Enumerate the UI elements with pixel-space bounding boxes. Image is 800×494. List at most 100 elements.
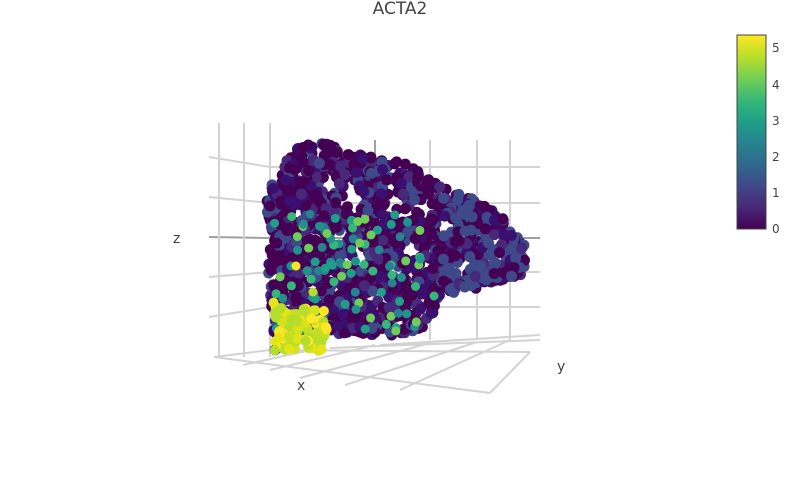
data-point xyxy=(366,322,378,334)
data-point xyxy=(318,210,330,222)
data-point xyxy=(368,266,378,276)
data-point xyxy=(403,217,413,227)
data-point xyxy=(332,320,344,332)
grid-line-floor xyxy=(329,339,541,349)
data-point xyxy=(409,233,421,245)
data-point xyxy=(270,312,281,323)
data-point xyxy=(269,345,280,356)
grid-line-floor xyxy=(213,349,271,358)
data-point xyxy=(312,327,323,338)
data-point xyxy=(330,197,342,209)
data-point xyxy=(380,252,392,264)
data-point xyxy=(292,267,304,279)
data-point xyxy=(362,205,374,216)
data-point xyxy=(497,213,509,225)
data-point xyxy=(375,188,387,200)
grid-line-floor xyxy=(489,351,531,394)
data-point xyxy=(375,271,387,283)
data-point xyxy=(302,266,312,276)
data-point xyxy=(426,198,438,210)
data-point xyxy=(351,166,362,178)
data-point xyxy=(415,254,425,264)
data-point xyxy=(267,182,279,194)
data-point xyxy=(271,237,283,249)
data-point xyxy=(466,280,477,292)
data-point xyxy=(464,251,476,263)
data-point xyxy=(275,198,287,210)
data-point xyxy=(270,218,280,228)
data-point xyxy=(444,283,456,295)
data-point xyxy=(290,293,302,305)
data-point xyxy=(386,219,396,229)
data-point xyxy=(469,270,481,282)
data-point xyxy=(488,258,500,269)
data-point xyxy=(453,235,465,247)
data-point xyxy=(315,285,327,297)
data-point xyxy=(450,212,462,224)
data-point xyxy=(498,229,510,241)
data-point xyxy=(292,232,302,242)
data-point xyxy=(342,260,352,270)
data-points xyxy=(261,138,530,356)
data-point xyxy=(395,296,405,306)
data-point xyxy=(292,323,303,334)
data-point xyxy=(266,249,278,261)
data-point xyxy=(359,260,369,269)
data-point xyxy=(275,272,285,282)
data-point xyxy=(366,167,377,179)
data-point xyxy=(374,245,384,255)
data-point xyxy=(494,247,505,259)
data-point xyxy=(366,313,376,323)
data-point xyxy=(351,304,361,314)
data-point xyxy=(320,263,330,273)
data-point xyxy=(402,309,412,319)
data-point xyxy=(292,316,303,327)
data-point xyxy=(304,243,314,253)
data-point xyxy=(315,221,324,231)
data-point xyxy=(320,322,331,333)
data-point xyxy=(287,212,297,222)
data-point xyxy=(377,234,389,246)
data-point xyxy=(351,256,360,266)
data-point xyxy=(427,262,439,274)
data-point xyxy=(365,152,377,164)
z-axis-title: z xyxy=(173,231,181,247)
y-axis-title: y xyxy=(557,359,566,375)
data-point xyxy=(310,257,320,267)
data-point xyxy=(425,308,437,319)
data-point xyxy=(408,194,420,206)
data-point xyxy=(301,235,313,246)
data-point xyxy=(387,278,397,288)
data-point xyxy=(482,237,494,249)
data-point xyxy=(337,271,347,281)
data-point xyxy=(443,262,455,274)
data-point xyxy=(438,192,450,204)
grid-line-floor xyxy=(299,342,431,379)
data-point xyxy=(367,285,379,297)
data-point xyxy=(360,324,370,334)
data-point xyxy=(381,174,393,186)
data-point xyxy=(465,224,477,236)
data-point xyxy=(422,184,433,196)
data-point xyxy=(350,287,360,297)
data-point xyxy=(284,195,296,207)
data-point xyxy=(516,243,528,254)
data-point xyxy=(426,228,437,240)
data-point xyxy=(383,291,395,303)
data-point xyxy=(308,287,318,297)
data-point xyxy=(397,188,409,200)
data-point xyxy=(293,245,303,255)
data-point xyxy=(358,280,370,292)
colorbar-tick-3: 3 xyxy=(772,114,780,128)
data-point xyxy=(269,279,281,291)
data-point xyxy=(439,210,451,222)
data-point xyxy=(273,332,284,343)
data-point xyxy=(302,139,314,151)
data-point xyxy=(310,294,320,304)
data-point xyxy=(411,317,421,327)
data-point xyxy=(285,186,297,198)
data-point xyxy=(353,217,363,226)
data-point xyxy=(275,303,286,314)
data-point xyxy=(393,308,403,318)
